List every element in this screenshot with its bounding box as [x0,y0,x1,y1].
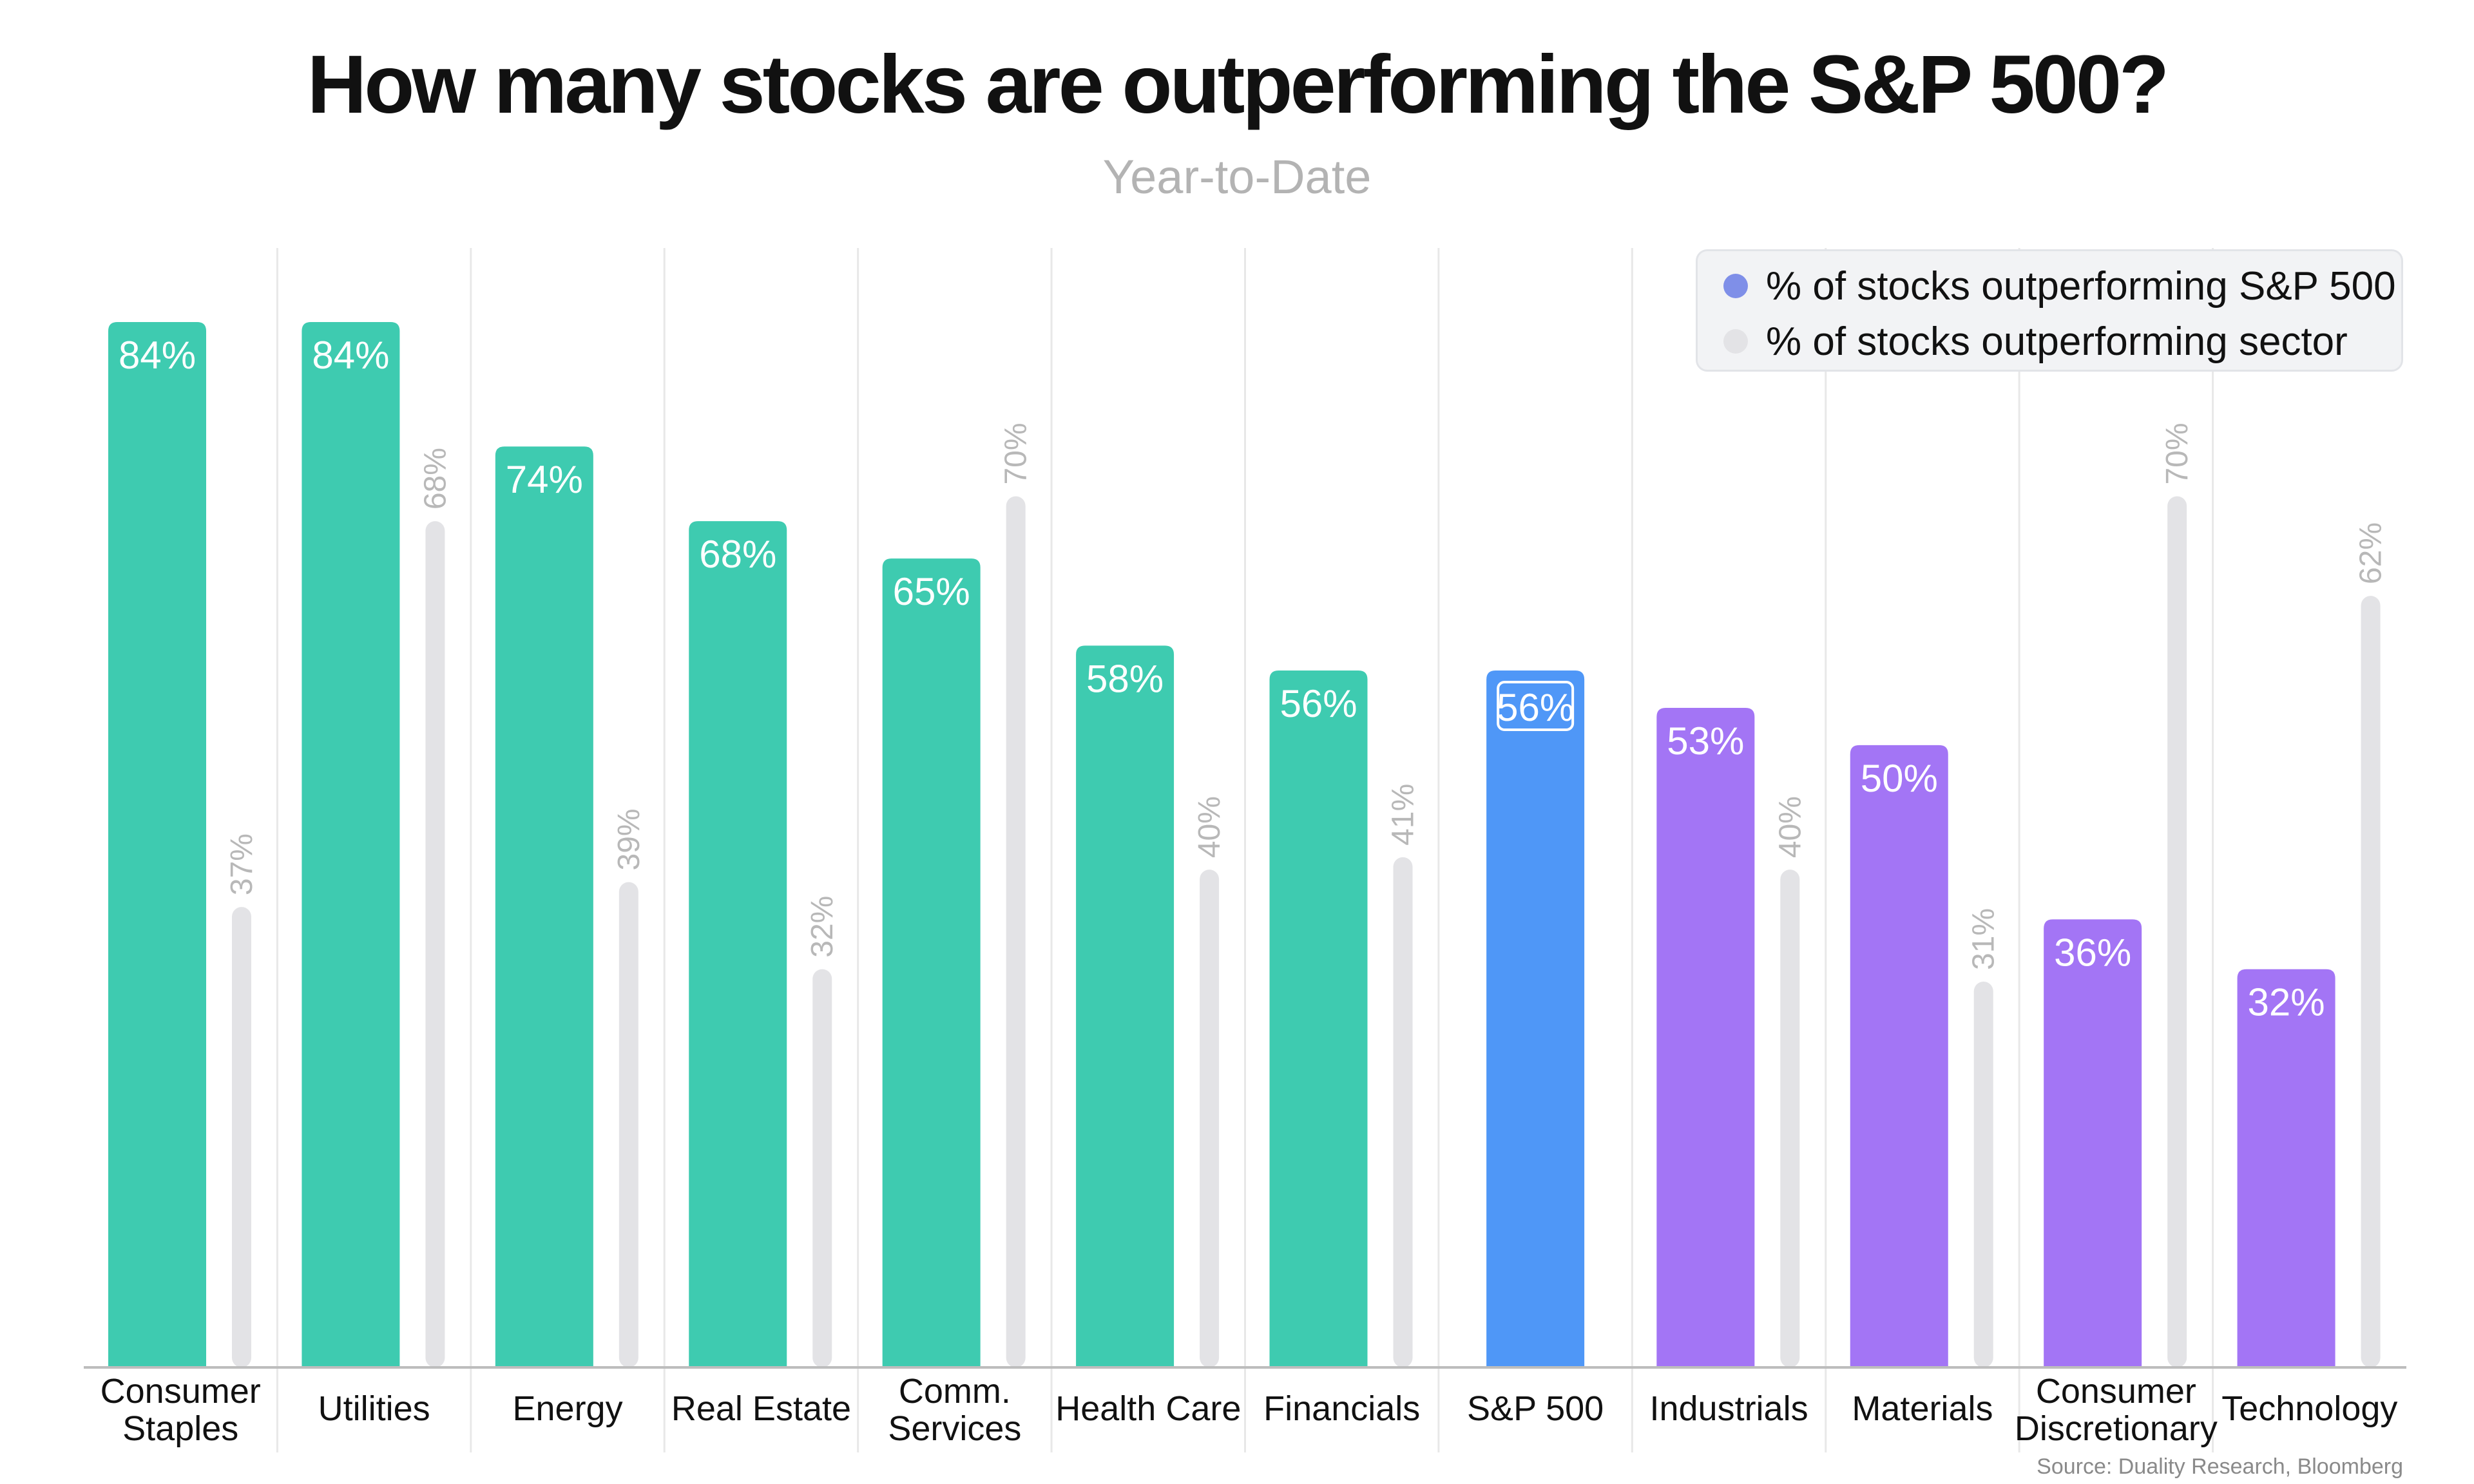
bar-outperform-sp500 [1269,671,1368,1367]
category-label: Comm. Services [888,1372,1021,1448]
bar-outperform-sector [2167,496,2187,1367]
category-label: Consumer Discretionary [2015,1372,2218,1448]
bar-outperform-sp500 [2237,969,2335,1367]
data-label-outperform-sp500: 53% [1667,719,1744,763]
data-label-outperform-sector: 39% [612,808,646,870]
data-label-outperform-sp500: 84% [119,334,196,377]
highlight-box [1497,681,1575,731]
data-label-outperform-sp500: 50% [1861,757,1938,800]
data-label-outperform-sector: 31% [1967,908,2001,970]
data-label-outperform-sector: 32% [805,896,839,958]
data-label-outperform-sector: 70% [999,423,1033,484]
bar-outperform-sector [1393,857,1413,1367]
legend: % of stocks outperforming S&P 500 % of s… [1696,249,2403,372]
chart-subtitle: Year-to-Date [1102,150,1372,204]
data-label-outperform-sp500: 56% [1497,686,1574,729]
category-label: S&P 500 [1467,1389,1604,1428]
bar-outperform-sector [2361,596,2381,1367]
bar-outperform-sector [1780,870,1800,1367]
bar-outperform-sp500 [302,322,400,1367]
category-label: Energy [512,1389,622,1428]
bar-outperform-sp500 [108,322,206,1367]
data-label-outperform-sector: 62% [2354,522,2388,584]
data-label-outperform-sp500: 32% [2248,981,2325,1024]
data-label-outperform-sp500: 56% [1280,682,1357,725]
bar-outperform-sector [1200,870,1220,1367]
bar-outperform-sector [232,907,251,1367]
category-label: Materials [1852,1389,1993,1428]
legend-item-secondary: % of stocks outperforming sector [1723,316,2348,367]
bar-outperform-sp500 [495,446,593,1367]
legend-label-secondary: % of stocks outperforming sector [1766,319,2348,364]
data-label-outperform-sp500: 65% [893,570,970,613]
category-label: Utilities [318,1389,430,1428]
category-label: Health Care [1055,1389,1241,1428]
data-label-outperform-sector: 70% [2160,423,2194,484]
bar-outperform-sp500 [1656,707,1755,1367]
bar-outperform-sector [618,882,638,1367]
data-label-outperform-sector: 68% [418,448,452,509]
data-label-outperform-sp500: 58% [1086,657,1164,700]
bar-outperform-sp500 [1850,745,1948,1367]
bar-outperform-sector [1973,982,1993,1367]
bar-outperform-sp500 [1076,645,1175,1367]
x-axis: Consumer Staples Utilities Energy Real Estat… [84,1366,2406,1448]
data-labels: 84% 37% 84% 68% 74% 39% 68% 32% 65% 70% 58% 40% 56% 4… [119,334,2388,1024]
category-label: Real Estate [671,1389,851,1428]
legend-label-primary: % of stocks outperforming S&P 500 [1766,263,2396,309]
legend-dot-secondary [1723,329,1748,354]
legend-item-primary: % of stocks outperforming S&P 500 [1723,260,2396,312]
bar-outperform-sp500 [1486,671,1585,1367]
category-label: Consumer Staples [101,1372,261,1448]
data-label-outperform-sector: 37% [225,833,259,895]
bar-outperform-sector [1006,496,1026,1367]
category-label: Technology [2221,1389,2397,1428]
chart-title: How many stocks are outperforming the S&… [307,39,2169,131]
bar-outperform-sp500 [882,558,981,1367]
grid-lines [276,248,2214,1452]
category-label: Industrials [1649,1389,1808,1428]
bar-outperform-sp500 [689,521,787,1368]
data-label-outperform-sector: 40% [1193,796,1227,858]
data-label-outperform-sp500: 68% [699,533,776,576]
data-label-outperform-sp500: 84% [312,334,389,377]
data-label-outperform-sector: 40% [1773,796,1807,858]
bars [108,322,2381,1368]
source-note: Source: Duality Research, Bloomberg [2037,1454,2403,1479]
legend-dot-primary [1723,274,1748,298]
bar-outperform-sector [425,521,445,1368]
bar-outperform-sector [812,969,832,1367]
data-label-outperform-sp500: 74% [506,458,583,501]
data-label-outperform-sector: 41% [1386,784,1421,846]
category-label: Financials [1263,1389,1420,1428]
bar-outperform-sp500 [2044,919,2142,1367]
data-label-outperform-sp500: 36% [2054,931,2131,974]
